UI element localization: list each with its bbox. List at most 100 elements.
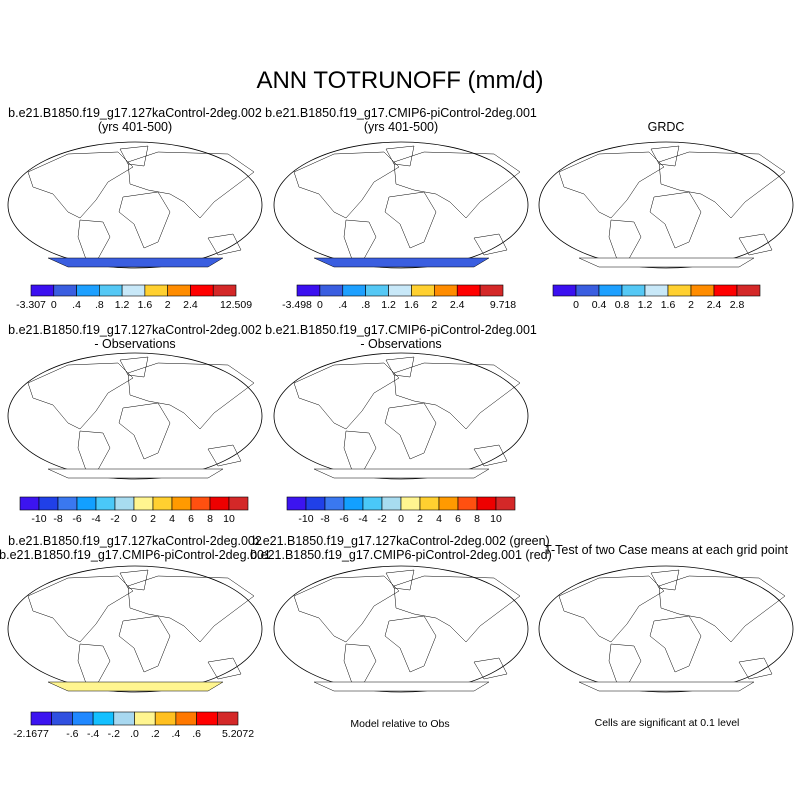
colorbar-label: 2 (688, 299, 694, 311)
colorbar-label: 2 (431, 299, 437, 311)
map-panel: b.e21.B1850.f19_g17.127kaControl-2deg.00… (0, 534, 271, 693)
colorbar-label: .8 (95, 299, 104, 311)
panel-title-line1: b.e21.B1850.f19_g17.127kaControl-2deg.00… (8, 106, 262, 120)
colorbar-box (92, 711, 115, 726)
colorbar-label: -10 (298, 513, 313, 525)
colorbar-label: -8 (53, 513, 62, 525)
panel-title-line1: b.e21.B1850.f19_g17.127kaControl-2deg.00… (8, 323, 262, 337)
map-boundary (7, 565, 263, 693)
antarctica (578, 257, 755, 268)
colorbar-label: 0 (51, 299, 57, 311)
colorbar-box (495, 496, 516, 511)
colorbar-box (167, 284, 191, 297)
map-boundary (538, 141, 794, 269)
colorbar-label: -3.307 (16, 299, 46, 311)
colorbar-box (51, 711, 73, 726)
note-model-relative-to-obs: Model relative to Obs (350, 718, 449, 730)
world-map (538, 141, 794, 269)
colorbar: -3.307 0 .4 .8 1.2 1.6 2 2.4 12.509 (16, 284, 252, 311)
colorbar-label: 2.4 (707, 299, 722, 311)
colorbar-box (342, 284, 366, 297)
world-map (7, 141, 263, 269)
colorbar-box (38, 496, 59, 511)
colorbar-box (419, 496, 440, 511)
colorbar-label: 2 (417, 513, 423, 525)
figure-title: ANN TOTRUNOFF (mm/d) (256, 67, 543, 94)
colorbar-label: 2.8 (730, 299, 745, 311)
colorbar-label: 10 (223, 513, 235, 525)
colorbar-box (456, 284, 481, 297)
map-panel: b.e21.B1850.f19_g17.CMIP6-piControl-2deg… (265, 323, 537, 480)
colorbar-box (95, 496, 116, 511)
colorbar-label: -10 (31, 513, 46, 525)
colorbar-box (57, 496, 78, 511)
colorbar-box (30, 284, 55, 297)
colorbar-box (212, 284, 237, 297)
panel-title-line1: T-Test of two Case means at each grid po… (544, 543, 788, 557)
colorbar-box (400, 496, 421, 511)
colorbar-label: 1.2 (115, 299, 130, 311)
colorbar-label: -3.498 (282, 299, 312, 311)
colorbar-label: 8 (474, 513, 480, 525)
colorbar-label: 4 (169, 513, 175, 525)
colorbar-label: -.6 (66, 728, 78, 740)
colorbar-label: 0 (573, 299, 579, 311)
antarctica (47, 681, 224, 692)
panel-title-line1: b.e21.B1850.f19_g17.127kaControl-2deg.00… (252, 534, 549, 548)
colorbar-box (575, 284, 600, 297)
colorbar-label: -2.1677 (13, 728, 49, 740)
colorbar-box (217, 711, 239, 726)
colorbar-box (144, 284, 168, 297)
colorbar-label: .4 (72, 299, 81, 311)
colorbar-label: 10 (490, 513, 502, 525)
panel-title-line2: (yrs 401-500) (98, 120, 172, 134)
colorbar-box (305, 496, 326, 511)
world-map (273, 352, 529, 480)
colorbar-box (209, 496, 230, 511)
map-panel: b.e21.B1850.f19_g17.127kaControl-2deg.00… (250, 534, 552, 693)
colorbar-box (479, 284, 504, 297)
colorbar-label: 1.6 (661, 299, 676, 311)
panel-title-line1: b.e21.B1850.f19_g17.CMIP6-piControl-2deg… (265, 323, 537, 337)
colorbar-label: 8 (207, 513, 213, 525)
panel-title-line2: - Observations (360, 337, 441, 351)
colorbar-label: -4 (91, 513, 100, 525)
colorbar-box (296, 284, 321, 297)
note-significance: Cells are significant at 0.1 level (595, 717, 740, 729)
colorbar-box (621, 284, 646, 297)
map-panel: b.e21.B1850.f19_g17.CMIP6-piControl-2deg… (265, 106, 537, 269)
antarctica (47, 468, 224, 479)
colorbar-label: 2.4 (183, 299, 198, 311)
colorbar-label: .8 (361, 299, 370, 311)
map-boundary (273, 352, 529, 480)
colorbar-box (175, 711, 197, 726)
colorbar-label: 0 (317, 299, 323, 311)
colorbar-box (152, 496, 173, 511)
map-boundary (7, 141, 263, 269)
colorbar-label: -.4 (87, 728, 99, 740)
colorbar-box (19, 496, 40, 511)
colorbar-label: .2 (151, 728, 160, 740)
colorbar-label: 1.2 (381, 299, 396, 311)
colorbar-label: .4 (338, 299, 347, 311)
colorbar-box (434, 284, 458, 297)
colorbar-box (667, 284, 692, 297)
map-panel: b.e21.B1850.f19_g17.127kaControl-2deg.00… (7, 106, 263, 269)
panel-title-line1: b.e21.B1850.f19_g17.CMIP6-piControl-2deg… (265, 106, 537, 120)
colorbar-label: -4 (358, 513, 367, 525)
colorbar-label: 1.6 (404, 299, 419, 311)
colorbar: -10 -8 -6 -4 -2 0 2 4 6 8 10 (286, 496, 516, 525)
world-map (538, 565, 794, 693)
colorbar-label: -6 (339, 513, 348, 525)
colorbar-label: 2 (165, 299, 171, 311)
colorbar-box (53, 284, 77, 297)
colorbar-label: .4 (172, 728, 181, 740)
antarctica (578, 681, 755, 692)
panel-title-line1: b.e21.B1850.f19_g17.127kaControl-2deg.00… (8, 534, 262, 548)
map-boundary (273, 141, 529, 269)
map-boundary (7, 352, 263, 480)
world-map (273, 141, 529, 269)
colorbar-box (154, 711, 177, 726)
